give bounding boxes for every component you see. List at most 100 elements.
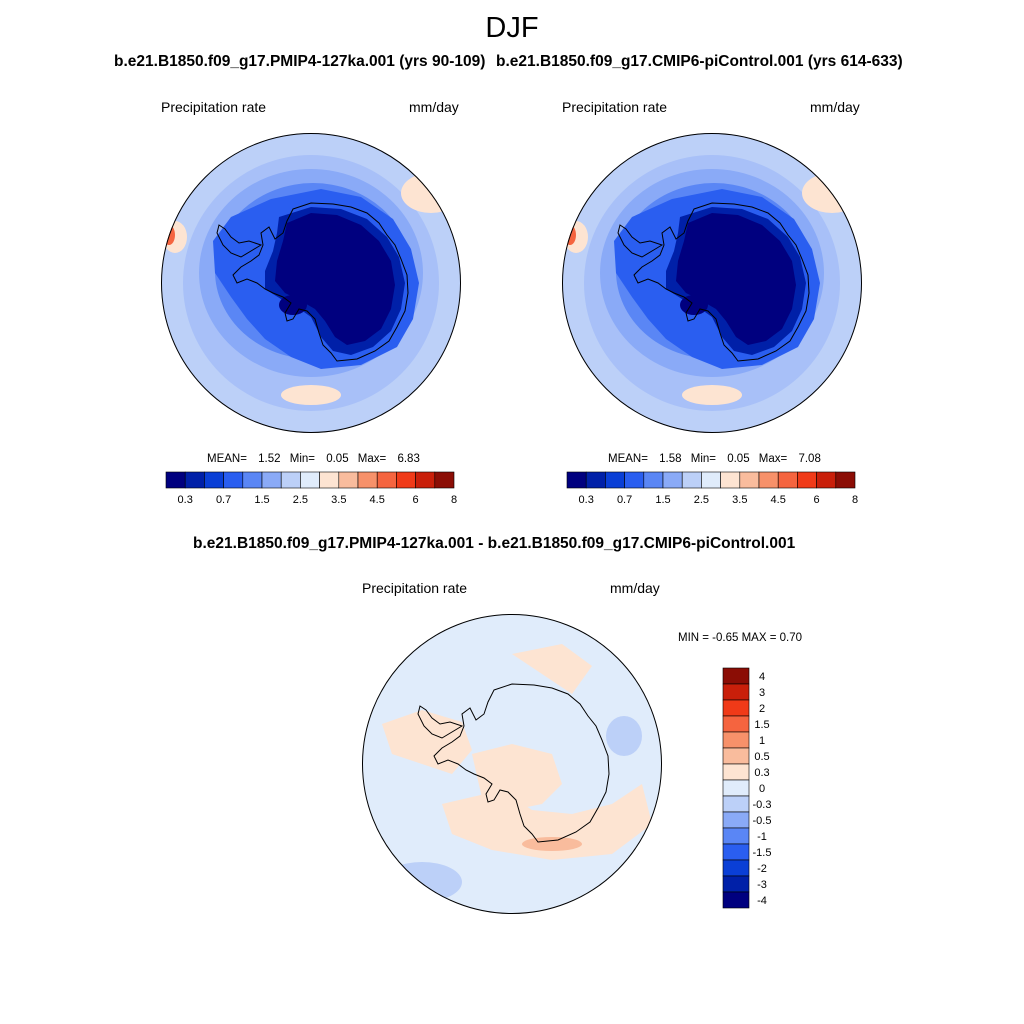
coastline-antarctica (433, 683, 610, 843)
colorbar-tick-label: -3 (757, 879, 767, 891)
colorbar-tick-label: 1 (759, 735, 765, 747)
panel-units-label-pmip4: mm/day (409, 99, 459, 115)
colorbar-swatch (338, 471, 359, 489)
colorbar-swatch (261, 471, 282, 489)
colorbar-swatch (722, 859, 750, 877)
colorbar-swatch (722, 731, 750, 749)
colorbar-swatch (720, 471, 741, 489)
colorbar-swatch (797, 471, 817, 489)
colorbar-swatch (624, 471, 645, 489)
field-neg-sw (382, 862, 462, 902)
diff-minmax-stats: MIN = -0.65 MAX = 0.70 (678, 632, 803, 644)
colorbar-swatch (376, 471, 397, 489)
colorbar-tick-label: 0 (759, 783, 765, 795)
map-pmip4 (161, 133, 461, 433)
coastline-antarctica (633, 202, 810, 362)
field-pos-west (382, 710, 472, 774)
colorbar-tick-label: 6 (814, 494, 820, 506)
min-label: Min= (690, 453, 716, 465)
max-label: Max= (357, 453, 387, 465)
colorbar-tick-label: 0.3 (178, 494, 193, 506)
panel-title-pmip4: b.e21.B1850.f09_g17.PMIP4-127ka.001 (yrs… (114, 53, 486, 70)
map-field (362, 614, 662, 914)
colorbar-swatch (722, 747, 750, 765)
colorbar-swatch (319, 471, 340, 489)
colorbar-swatch (566, 471, 587, 489)
colorbar-swatch (242, 471, 263, 489)
colorbar-swatch (415, 471, 436, 489)
colorbar-swatch (722, 843, 750, 861)
colorbar-tick-label: 4.5 (771, 494, 786, 506)
colorbar-tick-label: -4 (757, 895, 767, 907)
colorbar-tick-label: 1.5 (655, 494, 670, 506)
map-picontrol (562, 133, 862, 433)
colorbar-swatch (722, 891, 750, 909)
field-pos-ross (472, 744, 562, 810)
mean-label: MEAN= (608, 453, 648, 465)
colorbar-swatch (722, 715, 750, 733)
coastline-peninsula (617, 224, 664, 258)
colorbar-tick-label: -1 (757, 831, 767, 843)
coastline-peninsula (216, 224, 263, 258)
panel-stats-pmip4: MEAN= 1.52 Min= 0.05 Max= 6.83 (207, 453, 422, 465)
colorbar-swatch (662, 471, 683, 489)
map-field (562, 133, 862, 433)
colorbar-swatch (722, 763, 750, 781)
colorbar-swatch (777, 471, 798, 489)
colorbar-swatch (643, 471, 664, 489)
field-interior (676, 213, 796, 345)
mean-label: MEAN= (207, 453, 247, 465)
map-boundary-circle (362, 614, 662, 914)
map-difference (362, 614, 662, 914)
colorbar-tick-label: 3 (759, 687, 765, 699)
field-warm-patch-w (564, 221, 588, 253)
colorbar-swatch (184, 471, 205, 489)
colorbar-swatch (722, 779, 750, 797)
colorbar-tick-label: -1.5 (753, 847, 772, 859)
diff-panel-title: b.e21.B1850.f09_g17.PMIP4-127ka.001 - b.… (193, 535, 796, 552)
colorbar-swatch (722, 667, 750, 685)
field-interior (275, 213, 395, 345)
colorbar-tick-label: 2.5 (293, 494, 308, 506)
map-boundary-circle (161, 133, 461, 433)
colorbar-tick-label: 1.5 (254, 494, 269, 506)
colorbar-tick-label: -0.5 (753, 815, 772, 827)
max-label: Max= (758, 453, 788, 465)
colorbar-tick-label: 6 (413, 494, 419, 506)
min-value: 0.05 (326, 453, 349, 465)
coastline-peninsula (417, 705, 464, 739)
colorbar-swatch (758, 471, 779, 489)
colorbar-tick-label: -0.3 (753, 799, 772, 811)
colorbar-tick-label: 4.5 (370, 494, 385, 506)
map-field (161, 133, 461, 433)
colorbar-tick-label: -2 (757, 863, 767, 875)
max-value: 6.83 (397, 453, 420, 465)
colorbar-swatch (722, 699, 750, 717)
colorbar-tick-label: 4 (759, 671, 765, 683)
colorbar-swatch (396, 471, 416, 489)
max-value: 7.08 (798, 453, 821, 465)
colorbar-swatch (165, 471, 186, 489)
colorbar-swatch (300, 471, 320, 489)
panel-title-picontrol: b.e21.B1850.f09_g17.CMIP6-piControl.001 … (496, 53, 903, 70)
colorbar-swatch (722, 827, 750, 845)
field-ross-low (279, 295, 307, 315)
map-boundary-circle (562, 133, 862, 433)
colorbar-swatch (722, 683, 750, 701)
diff-units-label: mm/day (610, 580, 660, 596)
field-pos-north (512, 644, 592, 694)
panel-variable-label-picontrol: Precipitation rate (562, 99, 668, 115)
colorbar-tick-label: 3.5 (732, 494, 747, 506)
mean-value: 1.58 (659, 453, 682, 465)
field-ross-low (680, 295, 708, 315)
coastline-antarctica (232, 202, 409, 362)
colorbar-pmip4: 0.3 0.7 1.5 2.5 3.5 4.5 6 8 (165, 471, 457, 506)
field-warm-patch-s (682, 385, 742, 405)
colorbar-tick-label: 0.7 (617, 494, 632, 506)
colorbar-tick-label: 8 (852, 494, 858, 506)
field-warm-patch-s (281, 385, 341, 405)
colorbar-swatch (605, 471, 625, 489)
diff-variable-label: Precipitation rate (362, 580, 468, 596)
colorbar-tick-label: 2.5 (694, 494, 709, 506)
colorbar-swatch (280, 471, 301, 489)
